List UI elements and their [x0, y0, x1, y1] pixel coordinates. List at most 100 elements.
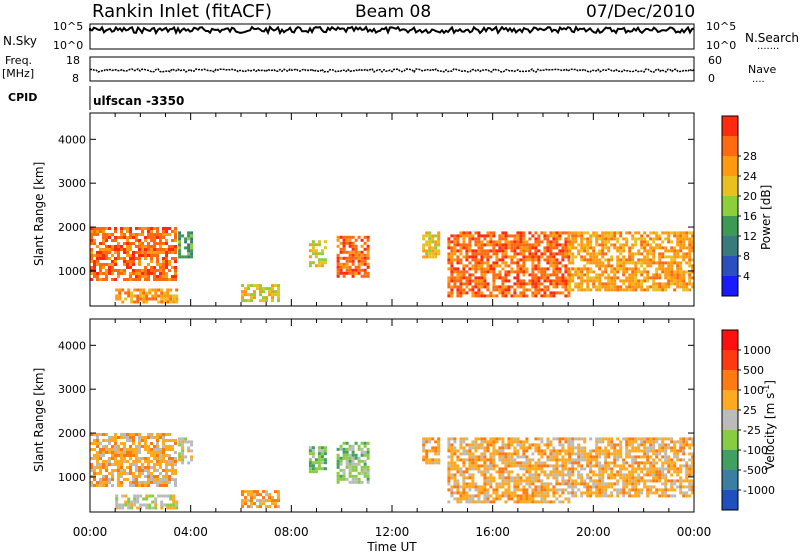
power-colorbar-swatch-8 [722, 116, 738, 136]
power-range-tick-label-1: 2000 [58, 221, 86, 234]
velocity-label-main: Velocity [m s [763, 393, 777, 470]
noise-trace [89, 25, 695, 36]
time-tick-label-4: 16:00 [475, 525, 510, 539]
power-region-5 [336, 235, 370, 278]
nsearch-label: N.Search [745, 31, 799, 45]
velocity-region-1 [115, 494, 179, 510]
velocity-region-4 [308, 446, 327, 474]
freq-panel-frame [89, 56, 695, 82]
velocity-range-label: Slant Range [km] [32, 368, 46, 472]
velocity-range-tick-label-3: 4000 [58, 339, 86, 352]
freq-label: Freq. [5, 54, 32, 67]
power-range-tick-label-3: 4000 [58, 133, 86, 146]
noise-left-tick-top: 10^5 [53, 20, 83, 33]
velocity-region-8 [568, 437, 695, 498]
freq-trace [89, 68, 695, 74]
cpid-text: ulfscan -3350 [93, 94, 184, 108]
freq-left-tick-bottom: 8 [72, 72, 79, 85]
power-colorbar-tick-label-1: 8 [743, 250, 750, 263]
velocity-panel-axes: 1000 2000 3000 4000 [58, 319, 695, 512]
power-colorbar-tick-label-4: 20 [743, 190, 757, 203]
noise-left-tick-bottom: 10^0 [53, 39, 83, 52]
velocity-region-6 [422, 437, 441, 465]
power-colorbar-swatch-1 [722, 256, 738, 276]
power-region-2 [178, 231, 194, 259]
power-colorbar-swatch-6 [722, 156, 738, 176]
power-region-6 [422, 231, 441, 259]
velocity-colorbar-swatch-7 [722, 350, 738, 370]
velocity-colorbar-swatch-5 [722, 390, 738, 410]
velocity-echo-layer [90, 433, 695, 510]
nave-label: Nave [748, 63, 776, 76]
power-colorbar-swatch-5 [722, 176, 738, 196]
velocity-colorbar-swatch-4 [722, 410, 738, 430]
power-region-7 [447, 231, 571, 298]
noise-right-tick-bottom: 10^0 [706, 39, 736, 52]
velocity-region-7 [447, 437, 571, 504]
power-colorbar-bar-frame [721, 115, 739, 297]
velocity-colorbar-swatch-2 [722, 450, 738, 470]
power-range-label: Slant Range [km] [32, 162, 46, 266]
date-title: 07/Dec/2010 [586, 2, 695, 22]
power-colorbar: 4 8 12 16 20 24 28 [721, 115, 757, 297]
velocity-colorbar-tick-label-5: -100 [743, 444, 768, 457]
velocity-colorbar-tick-label-4: -25 [743, 424, 761, 437]
station-title: Rankin Inlet (fitACF) [92, 1, 272, 22]
nave-right-tick-bottom: 0 [708, 72, 715, 85]
velocity-region-2 [178, 437, 194, 465]
velocity-region-3 [241, 490, 280, 509]
power-colorbar-tick-label-6: 28 [743, 150, 757, 163]
velocity-colorbar-swatch-0 [722, 490, 738, 510]
power-colorbar-swatch-3 [722, 216, 738, 236]
freq-left-tick-top: 18 [66, 54, 80, 67]
power-region-3 [241, 284, 280, 303]
velocity-colorbar-label: Velocity [m s-1] [762, 380, 777, 470]
time-tick-label-0: 00:00 [73, 525, 108, 539]
freq-unit-label: [MHz] [2, 67, 34, 80]
velocity-region-5 [336, 441, 370, 484]
velocity-colorbar-swatch-6 [722, 370, 738, 390]
nsearch-dots: ······· [757, 44, 779, 55]
velocity-label-sup: -1 [762, 385, 771, 393]
power-region-8 [568, 231, 695, 292]
velocity-label-end: ] [763, 380, 777, 385]
velocity-colorbar-tick-label-1: 500 [743, 364, 764, 377]
power-range-tick-label-2: 3000 [58, 177, 86, 190]
power-colorbar-tick-label-3: 16 [743, 210, 757, 223]
velocity-range-tick-label-1: 2000 [58, 427, 86, 440]
power-colorbar-tick-label-2: 12 [743, 230, 757, 243]
velocity-colorbar-swatch-1 [722, 470, 738, 490]
velocity-colorbar-tick-label-0: 1000 [743, 344, 771, 357]
velocity-colorbar-swatch-3 [722, 430, 738, 450]
velocity-colorbar-bar-frame [721, 329, 739, 511]
power-colorbar-swatch-4 [722, 196, 738, 216]
power-region-0 [90, 227, 177, 281]
cpid-label: CPID [8, 91, 37, 104]
power-echo-layer [90, 227, 695, 304]
velocity-range-tick-label-0: 1000 [58, 471, 86, 484]
power-range-tick-label-0: 1000 [58, 265, 86, 278]
power-region-4 [308, 240, 327, 268]
time-axis-title: Time UT [366, 540, 417, 554]
power-colorbar-swatch-2 [722, 236, 738, 256]
noise-panel-frame [89, 23, 695, 50]
velocity-colorbar: 1000 500 100 25 -25 -100 -500 -1000 [721, 329, 775, 511]
beam-title: Beam 08 [355, 2, 431, 22]
power-panel-axes: 1000 2000 3000 4000 [58, 113, 695, 306]
velocity-colorbar-swatch-8 [722, 330, 738, 350]
power-region-1 [115, 288, 179, 304]
nave-right-tick-top: 60 [708, 54, 722, 67]
velocity-colorbar-tick-label-3: 25 [743, 404, 757, 417]
power-colorbar-label: Power [dB] [759, 185, 773, 250]
power-colorbar-swatch-0 [722, 276, 738, 296]
power-colorbar-swatch-7 [722, 136, 738, 156]
time-tick-label-3: 12:00 [375, 525, 410, 539]
power-colorbar-tick-label-0: 4 [743, 270, 750, 283]
velocity-colorbar-tick-label-7: -1000 [743, 484, 775, 497]
velocity-range-tick-label-2: 3000 [58, 383, 86, 396]
nsky-label: N.Sky [3, 34, 37, 48]
power-panel-frame [89, 112, 695, 307]
power-colorbar-tick-label-5: 24 [743, 170, 757, 183]
nave-dots: ···· [752, 77, 765, 88]
